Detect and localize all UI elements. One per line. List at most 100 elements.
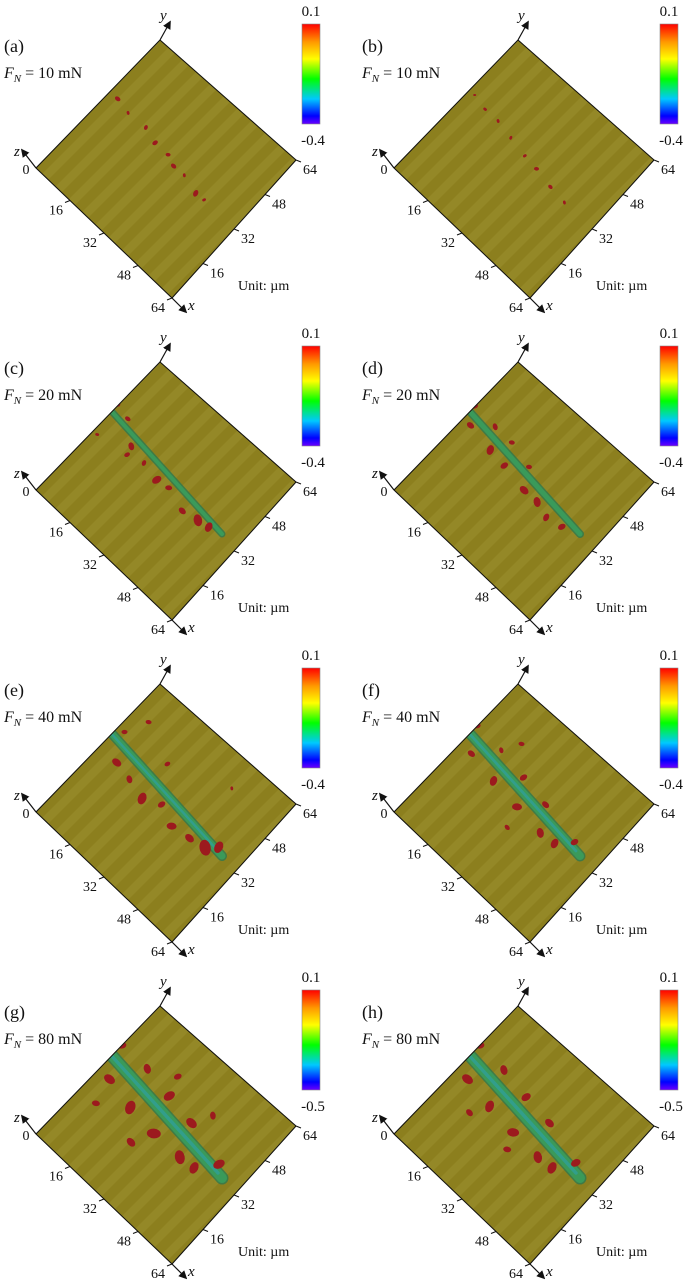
box-edge-left [35, 39, 161, 169]
box-edge-left [393, 1005, 519, 1135]
force-value: = 80 mN [25, 1031, 82, 1048]
force-subscript: N [371, 717, 380, 729]
box-edge-top [159, 39, 297, 161]
force-value: = 20 mN [25, 387, 82, 404]
z-axis-name: z [371, 1110, 378, 1126]
y-tick-label: 48 [630, 198, 644, 213]
y-tick-mark [233, 550, 240, 554]
wear-debris [164, 761, 171, 767]
x-tick-label: 64 [151, 301, 165, 316]
x-axis-arrow [529, 941, 546, 958]
surface-stripe [394, 362, 586, 620]
y-tick-mark [591, 872, 598, 876]
colorbar-min-label: -0.5 [659, 1099, 683, 1115]
force-subscript: N [13, 1039, 22, 1051]
wear-debris [69, 764, 75, 771]
x-tick-label: 32 [83, 558, 97, 573]
box-edge-top [159, 1005, 297, 1127]
x-tick-mark [524, 941, 531, 945]
surface-stripe [410, 1006, 654, 1264]
surface-stripe [394, 684, 586, 942]
wear-debris [466, 1109, 473, 1117]
y-tick-label: 48 [272, 842, 286, 857]
surface-stripe [36, 684, 228, 942]
box-edge-left [35, 683, 161, 813]
unit-label: Unit: µm [238, 923, 289, 938]
wear-debris [170, 163, 177, 169]
y-tick-label: 32 [599, 1198, 613, 1213]
y-axis-name: y [158, 652, 167, 668]
force-value: = 80 mN [383, 1031, 440, 1048]
surface-stripe [78, 684, 296, 942]
y-axis-name: y [516, 8, 525, 24]
y-axis-name: y [516, 330, 525, 346]
y-tick-mark [295, 159, 302, 163]
x-tick-mark [422, 1166, 429, 1169]
y-tick-label: 64 [303, 1129, 317, 1144]
z-axis-arrow [378, 470, 395, 491]
wear-debris [522, 154, 527, 158]
surface-stripe [696, 322, 700, 642]
x-tick-mark [132, 587, 139, 590]
y-tick-mark [560, 907, 567, 910]
force-label: FN = 10 mN [3, 65, 83, 85]
colorbar-max-label: 0.1 [660, 4, 679, 20]
wear-debris [545, 1118, 554, 1128]
panel-label: (d) [362, 358, 383, 379]
wear-debris [185, 833, 194, 843]
x-tick-label: 16 [49, 204, 63, 219]
unit-label: Unit: µm [238, 1245, 289, 1260]
x-tick-mark [64, 844, 71, 847]
wear-debris [508, 440, 515, 445]
x-axis-arrow [529, 297, 546, 314]
surface-stripe [410, 684, 654, 942]
z-axis-arrow [20, 1114, 37, 1135]
z-axis-name: z [13, 144, 20, 160]
z-tick-label: 0 [381, 1129, 388, 1144]
y-tick-mark [264, 194, 271, 197]
x-tick-label: 48 [475, 269, 489, 284]
wear-debris [114, 96, 121, 102]
x-tick-label: 48 [117, 591, 131, 606]
box-edge-top [517, 361, 655, 483]
surface-stripe [104, 684, 296, 942]
wear-debris [214, 841, 224, 853]
z-axis-arrow [20, 792, 37, 813]
z-tick-label: 0 [23, 485, 30, 500]
force-label: FN = 20 mN [3, 387, 83, 407]
y-tick-mark [622, 1160, 629, 1163]
colorbar [301, 23, 321, 125]
wear-debris [496, 119, 500, 123]
surface-stripe [130, 1006, 296, 1264]
force-subscript: N [371, 73, 380, 85]
x-tick-label: 48 [117, 1235, 131, 1250]
x-tick-mark [166, 619, 173, 623]
surface-stripe [394, 1006, 638, 1264]
unit-label: Unit: µm [596, 1245, 647, 1260]
wear-debris [157, 801, 166, 808]
x-tick-mark [64, 522, 71, 525]
y-tick-label: 32 [599, 876, 613, 891]
wear-debris [193, 514, 203, 527]
wear-debris [193, 189, 199, 197]
x-tick-mark [98, 876, 105, 880]
x-tick-mark [166, 1263, 173, 1267]
x-tick-mark [422, 200, 429, 203]
wear-debris [173, 1073, 182, 1080]
wear-debris [492, 423, 498, 431]
wear-debris [141, 460, 147, 466]
x-tick-mark [64, 200, 71, 203]
box-edge-top [159, 683, 297, 805]
force-label: FN = 80 mN [361, 1031, 441, 1051]
surface-stripe [394, 684, 612, 942]
wear-debris [137, 792, 147, 805]
surface-stripe [130, 684, 296, 942]
wear-debris [512, 803, 522, 811]
x-tick-mark [456, 1198, 463, 1202]
colorbar-max-label: 0.1 [302, 4, 321, 20]
wear-debris [499, 747, 504, 754]
force-label: FN = 20 mN [361, 387, 441, 407]
force-label: FN = 80 mN [3, 1031, 83, 1051]
x-tick-mark [132, 909, 139, 912]
